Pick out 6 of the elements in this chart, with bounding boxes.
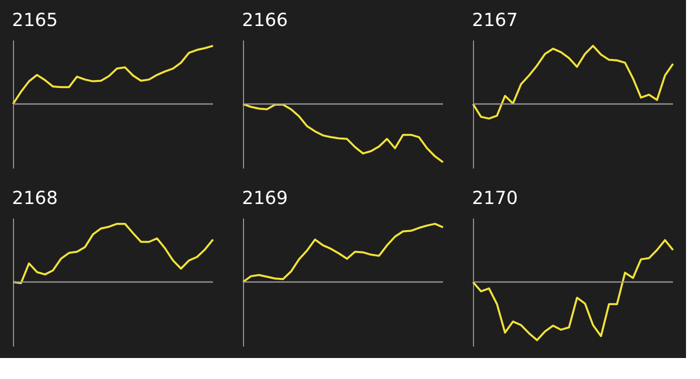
chart-title: 2169: [242, 188, 288, 209]
chart-title: 2170: [472, 188, 518, 209]
chart-title: 2166: [242, 10, 288, 31]
chart-title: 2167: [472, 10, 518, 31]
chart-title: 2168: [12, 188, 58, 209]
chart-title: 2165: [12, 10, 58, 31]
